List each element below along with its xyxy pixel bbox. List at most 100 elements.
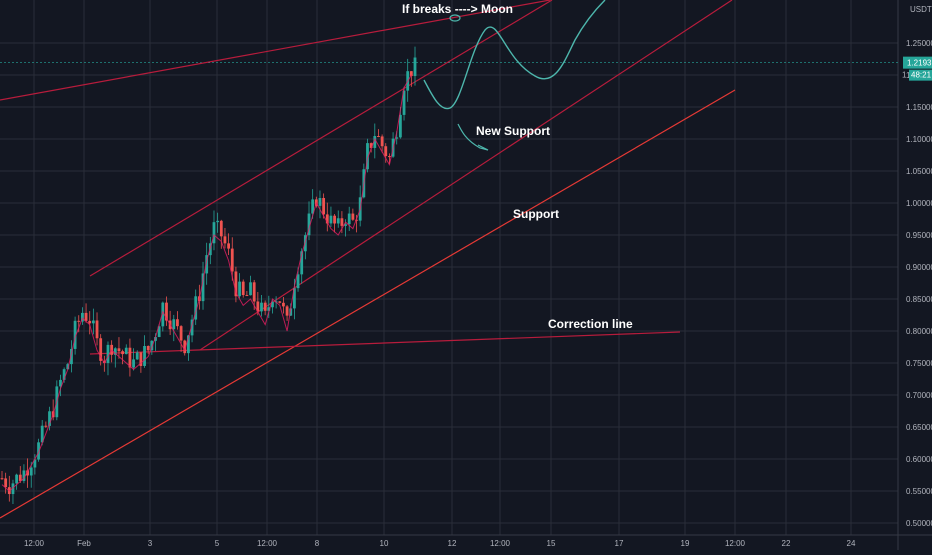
candle-body [128, 347, 132, 368]
candle-body [183, 340, 187, 354]
candle-body [347, 213, 351, 225]
candle-body [135, 352, 139, 360]
projection-path [423, 0, 606, 110]
candle-body [402, 90, 406, 115]
price-tick-label: 1.10000 [906, 135, 932, 144]
candle-body [292, 288, 296, 309]
price-tick-label: 1.15000 [906, 103, 932, 112]
support-line [0, 89, 736, 519]
candle-body [271, 301, 274, 308]
candle-body [22, 470, 26, 481]
candle-body [172, 319, 176, 330]
annotation-support: Support [513, 207, 559, 221]
candle-body [230, 248, 234, 272]
candle-body [300, 251, 304, 275]
candle-body [29, 467, 33, 476]
candle-body [256, 301, 260, 312]
countdown-value: 48:21 [911, 71, 932, 80]
annotation-moon: If breaks ----> Moon [402, 2, 513, 16]
candle-body [146, 345, 150, 351]
candle-body [366, 143, 369, 170]
candle-body [201, 273, 205, 302]
candle-body [413, 57, 417, 77]
last-price-value: 1.21931 [907, 59, 932, 68]
candle-body [186, 335, 190, 354]
time-tick-label: 12:00 [490, 539, 511, 548]
time-tick-label: 10 [380, 539, 389, 548]
candle-body [59, 379, 62, 387]
annotation-new-support: New Support [476, 124, 550, 138]
time-tick-label: Feb [77, 539, 91, 548]
candle-body [113, 348, 117, 355]
candle-body [161, 302, 165, 327]
candle-body [139, 352, 143, 366]
candle-body [329, 215, 333, 224]
countdown-tag [909, 69, 932, 81]
candle-body [48, 411, 51, 426]
candle-body [37, 442, 40, 460]
time-tick-label: 24 [847, 539, 856, 548]
candle-body [154, 337, 157, 341]
candle-body [99, 338, 103, 361]
channel-top-line [89, 0, 553, 277]
candle-body [285, 306, 289, 316]
candle-body [70, 348, 73, 365]
time-tick-label: 12:00 [725, 539, 746, 548]
hand-drawn-path [423, 0, 606, 151]
time-tick-label: 12 [448, 539, 457, 548]
candle-body [165, 302, 168, 321]
candle-body [241, 281, 245, 296]
candle-body [282, 302, 285, 307]
candle-body [176, 319, 179, 327]
candle-body [227, 243, 231, 249]
time-tick-label: 5 [215, 539, 220, 548]
candle-body [106, 344, 110, 363]
candle-body [398, 114, 402, 138]
candle-body [157, 326, 161, 338]
candle-body [84, 312, 88, 321]
moving-average-line [1, 74, 412, 492]
candle-body [95, 320, 99, 339]
new-support-line [199, 0, 733, 351]
candle-body [289, 308, 293, 316]
candle-body [245, 295, 249, 297]
candle-body [388, 156, 391, 158]
candle-body [62, 369, 66, 380]
candle-body [384, 146, 388, 157]
candle-body [322, 197, 326, 215]
candle-body [336, 218, 340, 224]
price-tick-label: 0.50000 [906, 519, 932, 528]
candle-body [0, 478, 4, 480]
candle-body [190, 319, 194, 336]
candle-body [40, 425, 44, 443]
price-tick-label: 1.25000 [906, 39, 932, 48]
candle-body [377, 136, 380, 138]
candle-body [33, 459, 37, 468]
candle-body [311, 199, 315, 214]
candle-body [263, 302, 267, 311]
candle-body [124, 347, 128, 355]
candle-body [205, 255, 209, 274]
annotations: If breaks ----> Moon New Support Support Co… [402, 2, 633, 331]
candle-body [252, 282, 256, 302]
price-tick-label: 1.05000 [906, 167, 932, 176]
candle-body [351, 213, 355, 220]
candle-body [238, 281, 241, 297]
countdown-prefix: 1 [902, 71, 907, 80]
candle-body [212, 222, 216, 244]
annotation-correction: Correction line [548, 317, 633, 331]
candle-body [296, 274, 300, 289]
candle-body [117, 348, 121, 352]
time-tick-label: 19 [681, 539, 690, 548]
candle-body [373, 136, 377, 148]
candle-body [77, 320, 81, 322]
resistance-line [0, 0, 551, 101]
candle-body [395, 137, 399, 139]
